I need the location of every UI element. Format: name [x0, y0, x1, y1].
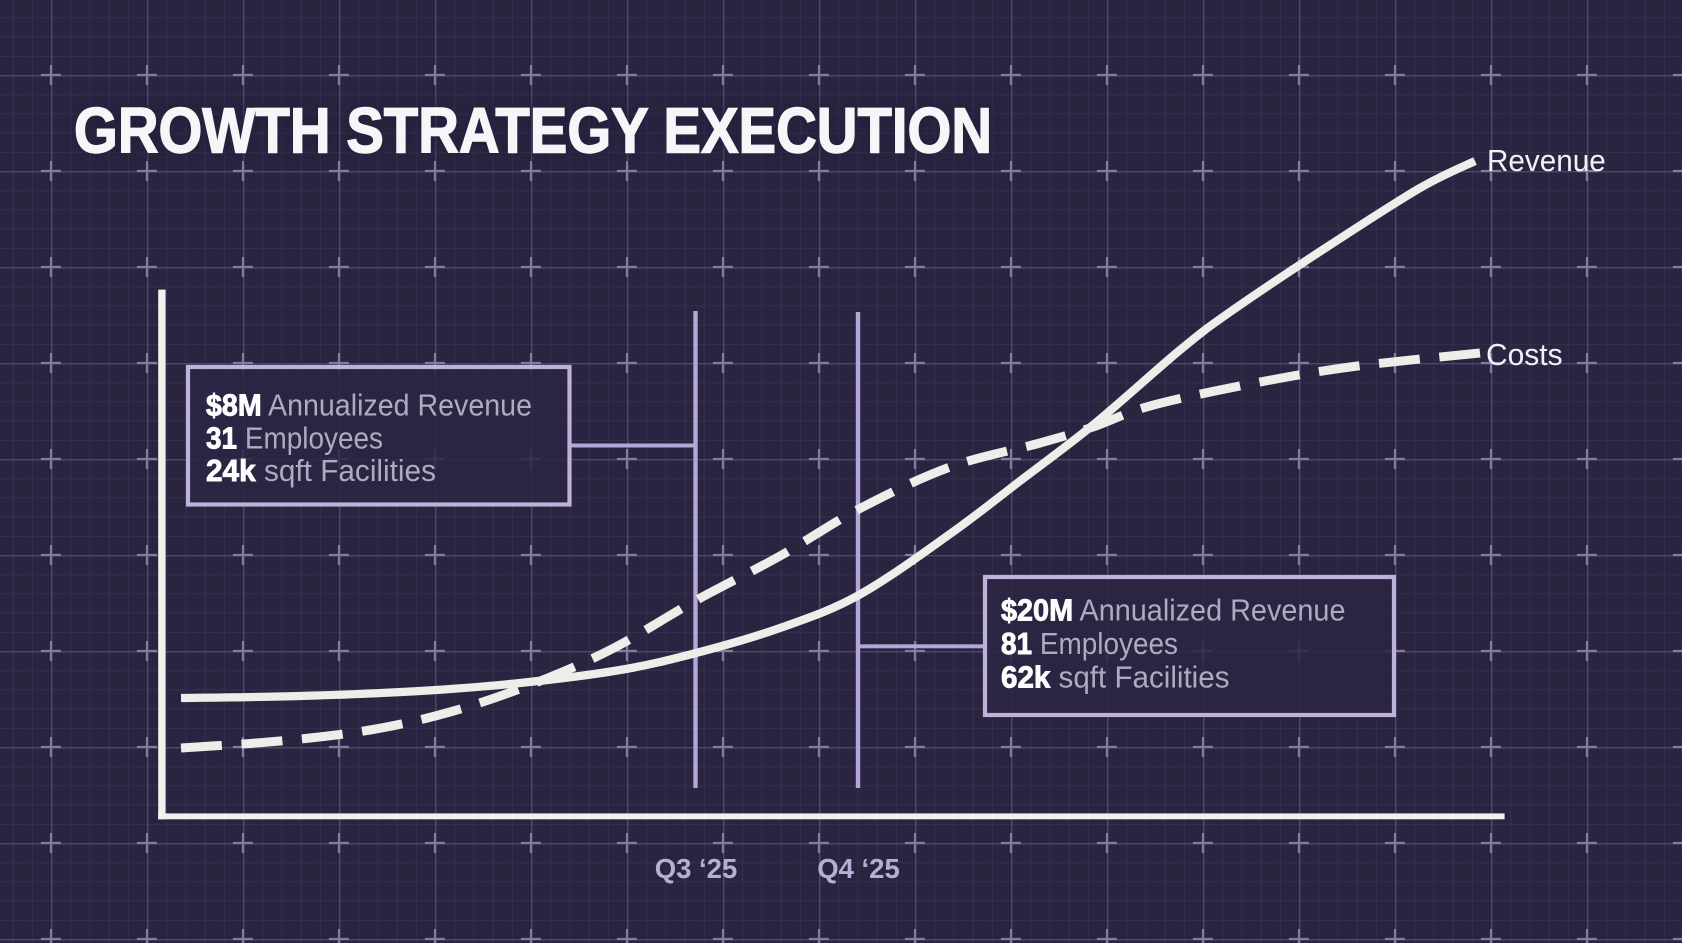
svg-text:Q3 ‘25: Q3 ‘25: [655, 853, 738, 884]
svg-text:GROWTH STRATEGY EXECUTION: GROWTH STRATEGY EXECUTION: [74, 95, 992, 167]
svg-text:$20M Annualized Revenue: $20M Annualized Revenue: [1001, 593, 1346, 628]
svg-text:Costs: Costs: [1486, 337, 1563, 372]
svg-text:62k sqft Facilities: 62k sqft Facilities: [1001, 660, 1230, 695]
svg-text:31 Employees: 31 Employees: [206, 421, 383, 456]
svg-text:$8M Annualized Revenue: $8M Annualized Revenue: [206, 388, 532, 423]
svg-text:GROWTH STRATEGY EXECUTION: GROWTH STRATEGY EXECUTION: [74, 95, 992, 167]
svg-text:81 Employees: 81 Employees: [1001, 626, 1178, 661]
svg-text:24k sqft Facilities: 24k sqft Facilities: [206, 453, 436, 488]
svg-text:Revenue: Revenue: [1487, 143, 1606, 178]
svg-text:Q4 ‘25: Q4 ‘25: [817, 853, 900, 884]
